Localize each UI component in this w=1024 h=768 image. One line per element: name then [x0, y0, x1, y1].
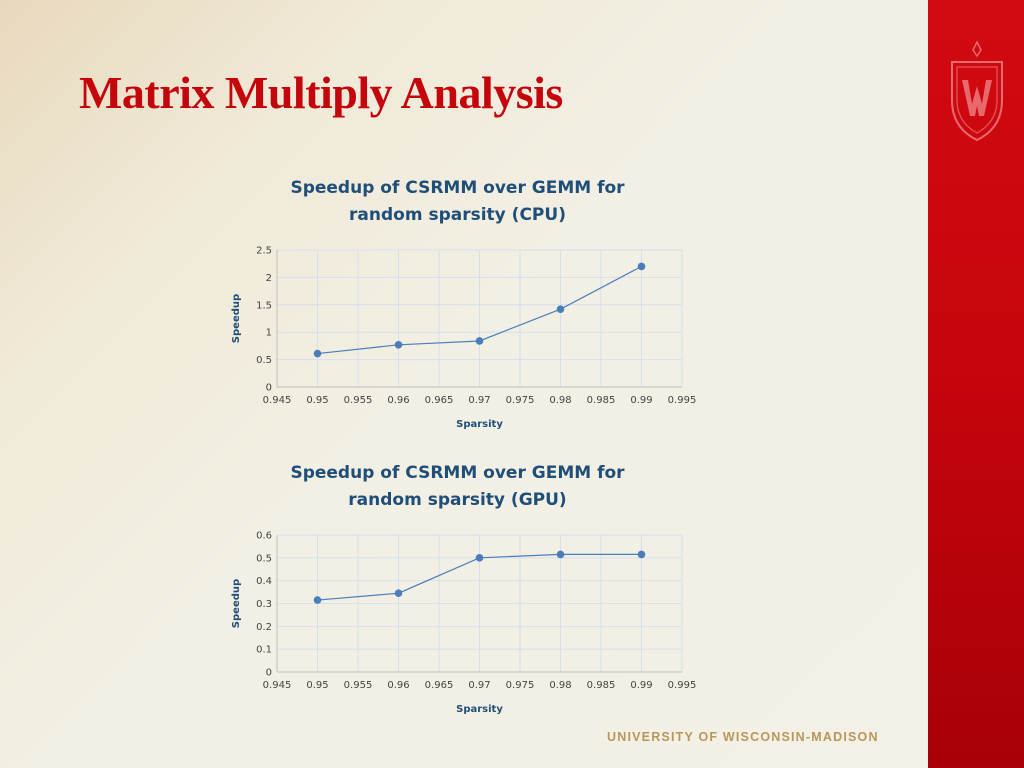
data-point [313, 349, 322, 358]
x-tick-label: 0.96 [387, 395, 409, 406]
chart-gpu-speedup: Speedup of CSRMM over GEMM for random sp… [220, 455, 720, 725]
x-tick-label: 0.995 [668, 680, 697, 691]
university-footer: UNIVERSITY OF WISCONSIN-MADISON [607, 730, 879, 744]
chart-title-line-1: Speedup of CSRMM over GEMM for [290, 463, 625, 483]
chart-title-line-2: random sparsity (CPU) [349, 205, 566, 225]
x-tick-label: 0.975 [506, 680, 535, 691]
y-tick-label: 0.5 [256, 553, 272, 564]
data-point [556, 305, 565, 313]
slide-title: Matrix Multiply Analysis [79, 67, 563, 118]
chart-plot: 0.945 0.95 0.955 0.96 0.965 0.97 0.975 0.98 0.98… [231, 531, 697, 716]
x-tick-label: 0.965 [425, 680, 454, 691]
chart-cpu-speedup: Speedup of CSRMM over GEMM for random sp… [220, 170, 720, 440]
data-point [637, 262, 646, 271]
y-tick-label: 0 [266, 383, 272, 394]
x-tick-label: 0.955 [344, 680, 373, 691]
data-point [637, 550, 646, 559]
x-tick-label: 0.95 [306, 680, 328, 691]
red-side-band [928, 0, 1024, 768]
data-point [475, 554, 484, 562]
y-tick-label: 1 [266, 328, 272, 339]
y-tick-label: 0.5 [256, 355, 272, 366]
y-tick-label: 0.3 [256, 599, 272, 610]
y-axis-label: Speedup [231, 294, 242, 343]
x-tick-label: 0.98 [549, 395, 571, 406]
data-point [475, 337, 484, 345]
x-tick-label: 0.945 [263, 680, 292, 691]
data-point [394, 589, 403, 598]
chart-plot: 0.945 0.95 0.955 0.96 0.965 0.97 0.975 0.98 0.98… [231, 246, 697, 431]
data-point [394, 341, 403, 349]
x-tick-label: 0.96 [387, 680, 409, 691]
x-tick-label: 0.995 [668, 395, 697, 406]
chart-title-line-2: random sparsity (GPU) [348, 490, 567, 510]
x-tick-label: 0.97 [468, 680, 490, 691]
y-tick-label: 0 [266, 668, 272, 679]
x-tick-label: 0.985 [587, 680, 616, 691]
y-tick-label: 0.1 [256, 645, 272, 656]
chart-title: Speedup of CSRMM over GEMM for random sp… [220, 460, 695, 514]
uw-crest-logo [951, 40, 1003, 142]
x-tick-label: 0.965 [425, 395, 454, 406]
y-tick-label: 2 [266, 273, 272, 284]
x-tick-label: 0.985 [587, 395, 616, 406]
x-tick-label: 0.95 [306, 395, 328, 406]
x-tick-label: 0.99 [630, 680, 652, 691]
x-axis-label: Sparsity [456, 419, 503, 430]
x-tick-label: 0.97 [468, 395, 490, 406]
y-tick-label: 2.5 [256, 246, 272, 257]
y-tick-label: 0.6 [256, 531, 272, 542]
y-tick-label: 0.4 [256, 576, 272, 587]
x-tick-label: 0.955 [344, 395, 373, 406]
data-point [556, 550, 565, 559]
y-axis-label: Speedup [231, 579, 242, 628]
y-tick-label: 1.5 [256, 300, 272, 311]
chart-title-line-1: Speedup of CSRMM over GEMM for [290, 178, 625, 198]
data-point [313, 596, 322, 604]
chart-title: Speedup of CSRMM over GEMM for random sp… [220, 175, 695, 229]
y-tick-label: 0.2 [256, 622, 272, 633]
x-tick-label: 0.975 [506, 395, 535, 406]
x-tick-label: 0.945 [263, 395, 292, 406]
x-axis-label: Sparsity [456, 704, 503, 715]
x-tick-label: 0.99 [630, 395, 652, 406]
x-tick-label: 0.98 [549, 680, 571, 691]
